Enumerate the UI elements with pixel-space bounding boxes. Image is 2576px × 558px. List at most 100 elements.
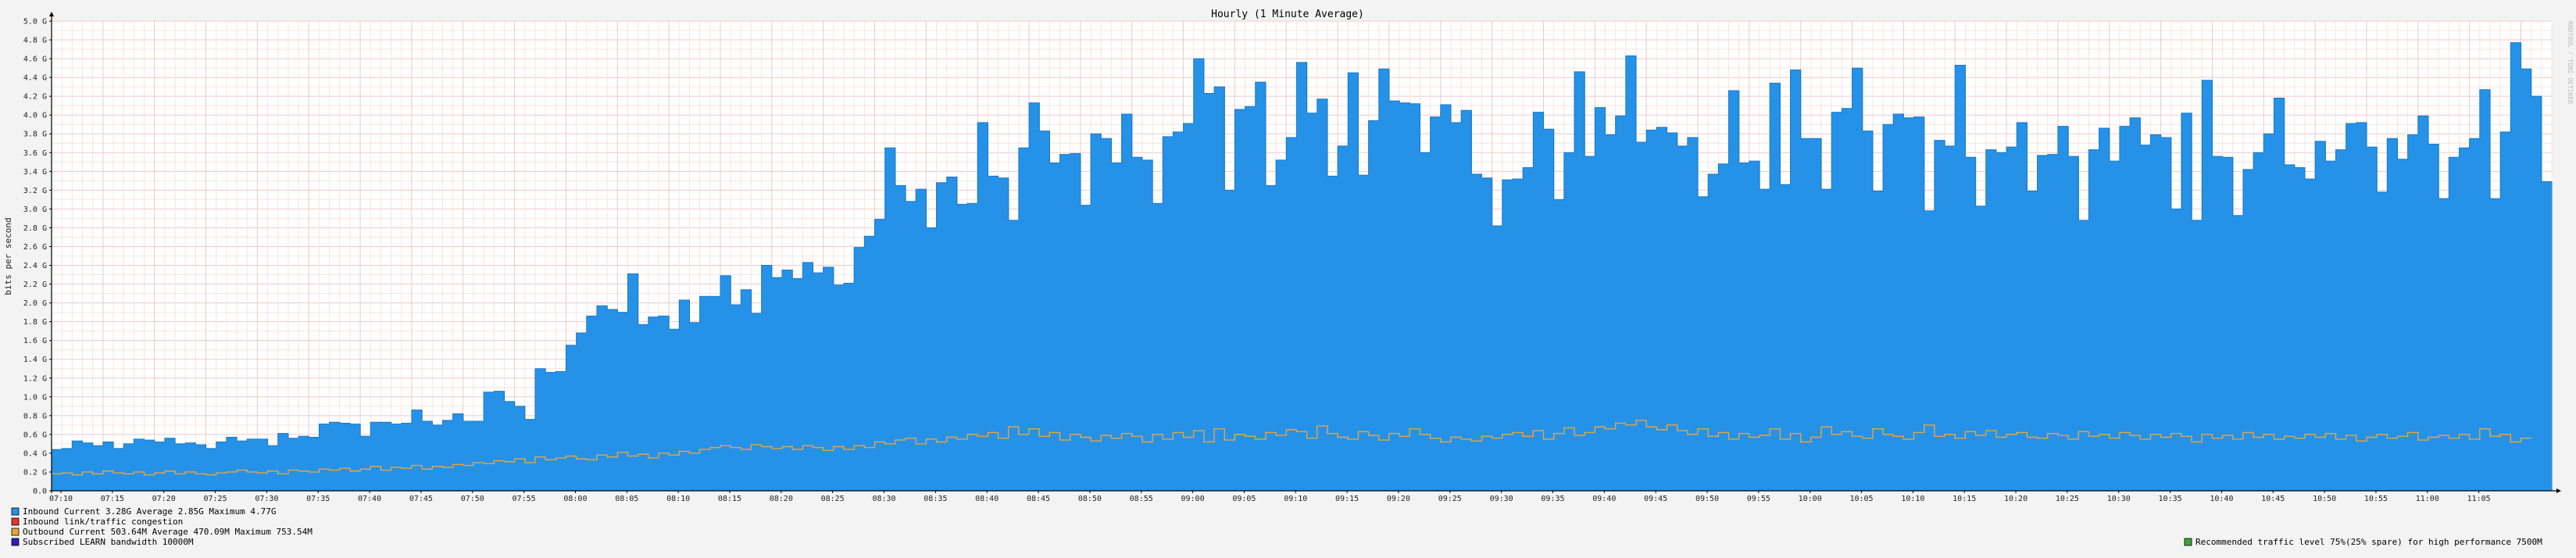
inbound-bar [1183, 123, 1195, 491]
outbound-line [52, 420, 2531, 476]
inbound-bar [751, 313, 763, 491]
inbound-bar [2541, 181, 2553, 492]
inbound-bar [92, 445, 104, 491]
inbound-bar [1234, 109, 1246, 491]
inbound-bar [339, 423, 351, 491]
inbound-bar [2274, 98, 2285, 492]
inbound-bar [926, 227, 938, 491]
inbound-bar [1563, 152, 1575, 491]
y-tick-labels: 0.0 0.2 G 0.4 G 0.6 G 0.8 G 1.0 G 1.2 G 1.4 G 1.… [23, 18, 52, 496]
inbound-bar [627, 274, 639, 491]
y-tick-label: 4.0 G [23, 112, 47, 120]
y-tick-label: 0.8 G [23, 412, 47, 420]
inbound-bar [62, 448, 73, 491]
inbound-bar [2407, 134, 2419, 491]
inbound-bar [2335, 149, 2347, 491]
x-tick-label: 09:20 [1387, 495, 1410, 503]
inbound-bar [1091, 134, 1102, 492]
legend: Inbound Current 3.28G Average 2.85G Maxi… [11, 506, 2542, 547]
inbound-bar [956, 204, 968, 491]
inbound-bar [1388, 101, 1400, 492]
inbound-bar [874, 219, 886, 491]
inbound-bar [2377, 191, 2388, 491]
x-tick-label: 10:20 [2004, 495, 2028, 503]
inbound-bar [545, 372, 556, 491]
inbound-area [52, 42, 2553, 492]
inbound-bar [1852, 68, 1863, 492]
inbound-bar [2181, 113, 2192, 491]
y-tick-label: 2.4 G [23, 262, 47, 270]
inbound-bar [2346, 123, 2357, 491]
inbound-bar [52, 449, 63, 491]
inbound-bar [669, 329, 680, 491]
inbound-bar [967, 203, 978, 491]
y-tick-label: 2.6 G [23, 243, 47, 252]
inbound-bar [422, 421, 433, 491]
inbound-bar [1945, 145, 1956, 491]
inbound-bar [1934, 140, 1945, 492]
x-tick-label: 08:10 [666, 495, 690, 503]
y-tick-label: 5.0 G [23, 18, 47, 27]
inbound-bar [2253, 152, 2264, 491]
inbound-bar [2387, 138, 2399, 491]
x-tick-label: 10:55 [2364, 495, 2388, 503]
inbound-bar [1605, 134, 1617, 491]
inbound-bar [1018, 148, 1030, 491]
inbound-bar [1728, 90, 1740, 491]
inbound-bar [1821, 189, 1832, 491]
inbound-bar [1770, 83, 1781, 491]
inbound-bar [833, 284, 845, 491]
inbound-bar [2428, 144, 2439, 491]
inbound-bar [648, 317, 659, 491]
inbound-bar [1471, 173, 1483, 491]
x-tick-label: 09:25 [1438, 495, 1462, 503]
y-tick-label: 1.0 G [23, 393, 47, 402]
y-tick-label: 1.2 G [23, 374, 47, 383]
inbound-bar [1523, 167, 1534, 491]
y-tick-label: 0.2 G [23, 468, 47, 477]
x-tick-label: 09:00 [1181, 495, 1205, 503]
x-tick-label: 08:20 [770, 495, 793, 503]
y-axis-label: bits per second [3, 217, 13, 295]
inbound-bar [524, 419, 536, 491]
inbound-bar [1790, 70, 1802, 491]
inbound-bar [1111, 163, 1123, 491]
inbound-bar [1800, 138, 1812, 491]
inbound-bar [1872, 191, 1884, 491]
inbound-bar [1152, 203, 1163, 491]
inbound-bar [1306, 113, 1318, 491]
rrdtool-watermark: RRDTOOL / TOBI OETIKER [2567, 21, 2574, 104]
inbound-bar [1193, 59, 1205, 491]
inbound-bar [576, 333, 588, 491]
inbound-bar [1718, 163, 1730, 492]
inbound-bar [1338, 145, 1349, 491]
inbound-bar [1677, 145, 1688, 491]
inbound-bar [1646, 130, 1657, 491]
legend-swatch-subscribed [11, 538, 20, 546]
inbound-bar [2459, 148, 2471, 491]
inbound-bar [2325, 161, 2337, 491]
legend-inbound: Inbound Current 3.28G Average 2.85G Maxi… [23, 506, 277, 517]
inbound-bar [2356, 122, 2367, 492]
inbound-bar [237, 441, 248, 491]
inbound-bar [2284, 164, 2296, 491]
x-tick-label: 09:10 [1284, 495, 1307, 503]
inbound-bar [936, 182, 948, 491]
inbound-bar [1378, 69, 1390, 491]
x-tick-label: 11:00 [2416, 495, 2439, 503]
inbound-bar [2232, 215, 2244, 491]
inbound-bar [1883, 124, 1894, 491]
inbound-bar [463, 421, 474, 491]
inbound-bar [1029, 102, 1040, 491]
inbound-bar [2417, 116, 2429, 492]
inbound-bar [761, 265, 773, 491]
inbound-bar [154, 442, 166, 491]
inbound-bar [823, 266, 834, 491]
y-tick-label: 4.6 G [23, 55, 47, 64]
y-tick-label: 1.8 G [23, 318, 47, 327]
inbound-bar [2479, 89, 2491, 492]
legend-congestion: Inbound link/traffic congestion [23, 517, 183, 527]
inbound-bar [2469, 138, 2481, 491]
inbound-bar [1995, 152, 2007, 491]
inbound-bar [1101, 138, 1112, 491]
